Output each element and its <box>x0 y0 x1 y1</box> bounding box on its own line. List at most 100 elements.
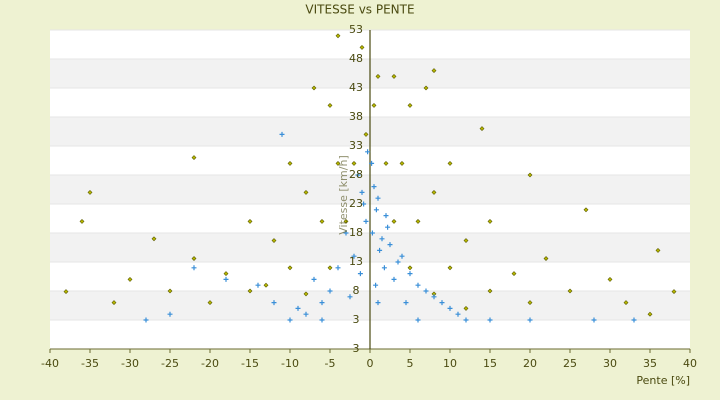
point <box>383 213 389 219</box>
point <box>415 218 421 224</box>
point <box>399 160 405 166</box>
point <box>463 238 469 243</box>
point <box>527 300 533 306</box>
y-tick-label: 13 <box>349 255 363 268</box>
point <box>359 44 365 50</box>
point <box>351 253 357 259</box>
point <box>247 288 253 294</box>
x-tick-label: -15 <box>241 357 259 370</box>
point <box>303 189 309 195</box>
point <box>431 294 437 300</box>
point <box>383 160 389 166</box>
point <box>311 85 317 91</box>
x-tick-label: -5 <box>325 357 336 370</box>
chart-title: VITESSE vs PENTE <box>305 3 414 17</box>
point <box>87 189 93 195</box>
point <box>373 282 379 288</box>
y-tick-label: 38 <box>349 110 363 123</box>
point <box>439 300 445 306</box>
point <box>379 236 385 242</box>
x-tick-label: -25 <box>161 357 179 370</box>
point <box>255 282 261 288</box>
point <box>263 282 269 288</box>
point <box>463 317 469 323</box>
y-tick-label: 3 <box>353 313 360 326</box>
x-tick-label: 5 <box>407 357 414 370</box>
point <box>487 288 493 294</box>
point <box>377 247 383 253</box>
point <box>415 317 421 323</box>
point <box>347 294 353 300</box>
point <box>357 271 363 277</box>
point <box>369 160 375 166</box>
point <box>381 265 387 271</box>
point <box>395 259 401 265</box>
y-tick-label: 8 <box>353 284 360 297</box>
point <box>327 288 333 294</box>
point <box>671 289 677 295</box>
point <box>387 242 393 248</box>
point <box>287 160 293 166</box>
point <box>327 265 333 271</box>
point <box>369 230 375 236</box>
x-tick-label: -10 <box>281 357 299 370</box>
point <box>335 33 341 39</box>
point <box>527 172 533 178</box>
point <box>447 265 453 271</box>
point <box>191 265 197 271</box>
point <box>407 265 413 271</box>
x-tick-label: -20 <box>201 357 219 370</box>
y-tick-label: 53 <box>349 23 363 36</box>
point <box>319 317 325 323</box>
point <box>191 256 197 261</box>
x-tick-label: -35 <box>81 357 99 370</box>
point <box>223 276 229 282</box>
point <box>447 305 453 311</box>
point <box>431 189 437 195</box>
point <box>447 160 453 166</box>
point <box>79 218 85 224</box>
point <box>127 276 133 282</box>
point <box>361 201 367 207</box>
x-tick-label: 30 <box>603 357 617 370</box>
point <box>319 300 325 306</box>
x-tick-label: 25 <box>563 357 577 370</box>
point <box>303 291 309 297</box>
point <box>431 68 437 74</box>
point <box>479 126 485 132</box>
y-tick-label: 43 <box>349 81 363 94</box>
point <box>359 189 365 195</box>
point <box>355 172 361 178</box>
point <box>191 155 197 161</box>
x-axis-label: Pente [%] <box>636 374 690 387</box>
point <box>207 300 213 306</box>
point <box>279 131 285 137</box>
point <box>631 317 637 323</box>
point <box>303 311 309 317</box>
point <box>151 236 157 242</box>
point <box>583 207 589 213</box>
point <box>223 271 229 277</box>
point <box>363 218 369 224</box>
point <box>487 317 493 323</box>
x-tick-label: 20 <box>523 357 537 370</box>
point <box>647 311 653 317</box>
point <box>247 218 253 224</box>
point <box>343 230 349 236</box>
point <box>63 289 69 295</box>
point <box>365 149 371 155</box>
point <box>385 224 391 230</box>
point <box>311 276 317 282</box>
point <box>343 218 349 224</box>
point <box>399 253 405 259</box>
point <box>371 102 377 108</box>
point <box>375 73 381 79</box>
point <box>319 218 325 224</box>
plot-area <box>49 29 691 353</box>
point <box>567 288 573 294</box>
point <box>335 160 341 166</box>
point <box>623 300 629 306</box>
point <box>271 300 277 306</box>
point <box>463 305 469 311</box>
point <box>403 300 409 306</box>
